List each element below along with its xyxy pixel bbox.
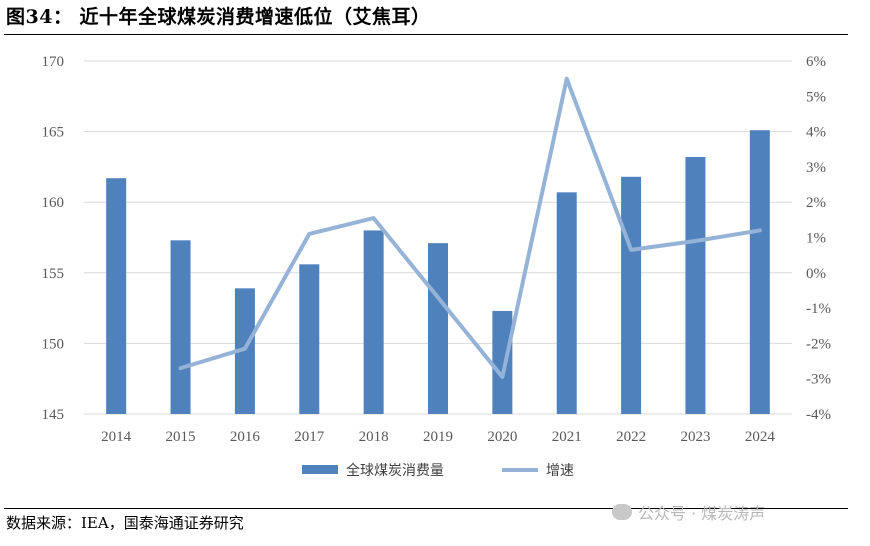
x-tick-label: 2024 — [745, 429, 776, 445]
coal-consumption-chart: 145 150 155 160 165 170 -4% -3% -2% -1% 0% 1% 2% 3% 4… — [42, 54, 832, 479]
left-axis: 145 150 155 160 165 170 — [42, 54, 65, 423]
right-tick-label: 5% — [806, 89, 826, 105]
watermark-text: 公众号 · 煤炭涛声 — [638, 504, 766, 523]
top-rule — [4, 34, 848, 35]
growth-line — [178, 76, 762, 379]
bar — [428, 243, 448, 414]
x-tick-label: 2017 — [294, 429, 325, 445]
x-tick-label: 2023 — [680, 429, 710, 445]
legend: 全球煤炭消费量 增速 — [302, 462, 574, 479]
left-tick-label: 165 — [42, 125, 65, 141]
right-tick-label: -3% — [806, 372, 831, 388]
bar — [685, 157, 706, 415]
x-tick-label: 2022 — [616, 429, 646, 445]
x-tick-label: 2018 — [359, 429, 389, 445]
right-tick-label: 1% — [806, 231, 826, 247]
right-tick-label: -1% — [806, 301, 831, 317]
watermark: 公众号 · 煤炭涛声 — [612, 500, 765, 524]
bar — [299, 264, 320, 414]
source-note: 数据来源：IEA，国泰海通证券研究 — [6, 514, 244, 532]
left-tick-label: 160 — [42, 195, 65, 211]
x-tick-label: 2015 — [166, 429, 196, 445]
figure-title: 图34： 近十年全球煤炭消费增速低位（艾焦耳） — [6, 6, 431, 28]
right-tick-label: 6% — [806, 54, 826, 70]
bar — [363, 230, 384, 414]
bar — [492, 310, 513, 414]
legend-bar-label: 全球煤炭消费量 — [346, 462, 444, 479]
bar — [621, 176, 642, 414]
right-tick-label: 2% — [806, 195, 826, 211]
right-tick-label: 4% — [806, 125, 826, 141]
x-tick-label: 2014 — [101, 429, 132, 445]
bar — [234, 288, 255, 414]
right-tick-label: 0% — [806, 266, 826, 282]
right-tick-label: -2% — [806, 336, 831, 352]
right-tick-label: -4% — [806, 407, 831, 423]
right-axis: -4% -3% -2% -1% 0% 1% 2% 3% 4% 5% 6% — [806, 54, 831, 423]
x-tick-label: 2016 — [230, 429, 261, 445]
left-tick-label: 150 — [42, 336, 65, 352]
x-axis: 2014 2015 2016 2017 2018 2019 2020 2021 2022 2023… — [101, 429, 775, 445]
bottom-rule — [4, 508, 848, 509]
x-tick-label: 2019 — [423, 429, 453, 445]
line-series — [178, 76, 762, 379]
bar — [749, 130, 770, 415]
bar — [106, 178, 127, 414]
x-tick-label: 2020 — [487, 429, 517, 445]
bar — [556, 192, 577, 414]
left-tick-label: 145 — [42, 407, 65, 423]
right-tick-label: 3% — [806, 160, 826, 176]
bar-series — [106, 130, 770, 415]
legend-bar-swatch — [302, 465, 338, 474]
legend-line-label: 增速 — [546, 463, 574, 479]
bar — [170, 240, 191, 414]
x-tick-label: 2021 — [552, 429, 582, 445]
left-tick-label: 155 — [42, 266, 65, 282]
wechat-icon — [612, 504, 632, 520]
left-tick-label: 170 — [42, 54, 65, 70]
